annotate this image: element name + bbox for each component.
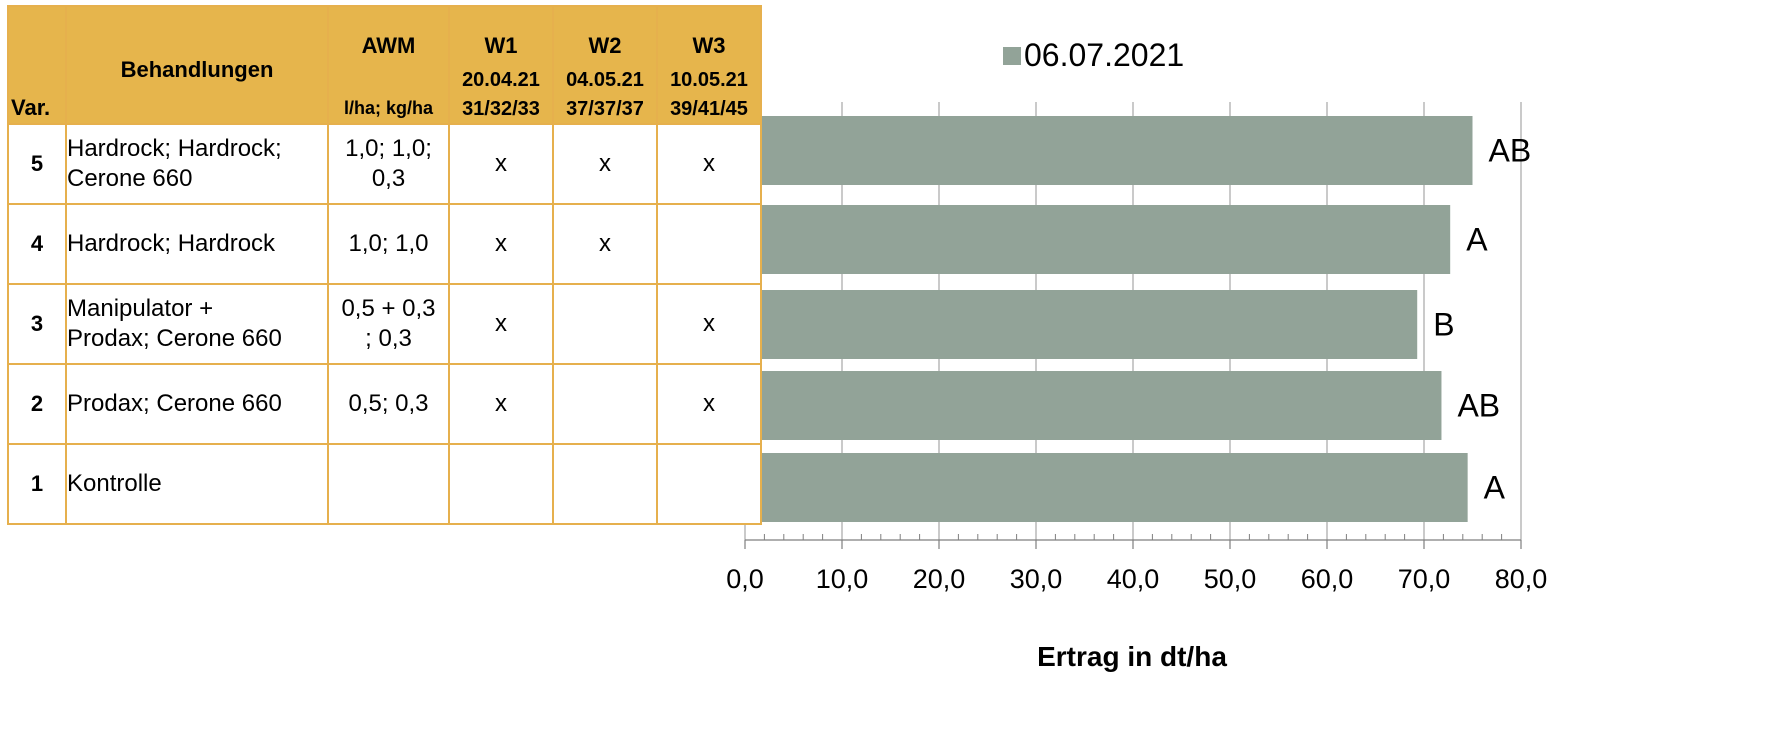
- table-row: 5 Hardrock; Hardrock; Cerone 660 1,0; 1,…: [7, 123, 762, 205]
- bar: [745, 290, 1418, 359]
- significance-label: B: [1433, 307, 1454, 343]
- significance-label: AB: [1457, 388, 1500, 424]
- treatment-line-1: Hardrock; Hardrock;: [67, 135, 282, 162]
- x-tick-label: 80,0: [1495, 564, 1548, 594]
- header-var: Var.: [7, 5, 67, 125]
- header-awm: AWM l/ha; kg/ha: [327, 5, 450, 125]
- significance-label: A: [1484, 470, 1506, 506]
- awm-cell: 1,0; 1,0; 0,3: [327, 123, 450, 205]
- awm-header-label: AWM: [361, 33, 416, 58]
- var-cell: 4: [7, 203, 67, 285]
- table-row: 1 Kontrolle: [7, 443, 762, 525]
- table-row: 4 Hardrock; Hardrock 1,0; 1,0 x x: [7, 203, 762, 285]
- w2-header-label: W2: [588, 33, 622, 58]
- treatment-line-1: Manipulator +: [67, 295, 214, 322]
- treatment-cell: Kontrolle: [65, 443, 329, 525]
- legend: 06.07.2021: [1003, 37, 1184, 73]
- treatment-cell: Manipulator + Prodax; Cerone 660: [65, 283, 329, 365]
- w2-cell: x: [552, 123, 658, 205]
- bar: [745, 371, 1442, 440]
- w1-cell: [448, 443, 554, 525]
- treatments-header-label: Behandlungen: [120, 57, 274, 82]
- awm-line-1: 0,5 + 0,3: [341, 295, 436, 322]
- w3-cell: x: [656, 363, 762, 445]
- treatment-line-2: Cerone 660: [67, 165, 193, 192]
- awm-line-1: 1,0; 1,0;: [345, 135, 432, 162]
- w3-cell: [656, 203, 762, 285]
- w3-stage: 39/41/45: [670, 98, 748, 120]
- var-cell: 2: [7, 363, 67, 445]
- w1-header-label: W1: [484, 33, 518, 58]
- treatment-line-1: Prodax; Cerone 660: [67, 390, 282, 417]
- w1-cell: x: [448, 123, 554, 205]
- awm-line-1: 1,0; 1,0: [348, 230, 429, 257]
- x-tick-label: 70,0: [1398, 564, 1451, 594]
- bar: [745, 453, 1468, 522]
- w2-cell: [552, 363, 658, 445]
- table-row: 2 Prodax; Cerone 660 0,5; 0,3 x x: [7, 363, 762, 445]
- awm-cell: 0,5; 0,3: [327, 363, 450, 445]
- x-tick-label: 10,0: [816, 564, 869, 594]
- x-tick-label: 30,0: [1010, 564, 1063, 594]
- w3-cell: x: [656, 283, 762, 365]
- var-cell: 1: [7, 443, 67, 525]
- w1-cell: x: [448, 363, 554, 445]
- treatment-table: Var. Behandlungen AWM l/ha; kg/ha W1 20.…: [7, 5, 762, 525]
- w3-date: 10.05.21: [670, 69, 748, 91]
- x-tick-label: 0,0: [726, 564, 764, 594]
- treatment-cell: Prodax; Cerone 660: [65, 363, 329, 445]
- var-cell: 5: [7, 123, 67, 205]
- header-treatments: Behandlungen: [65, 5, 329, 125]
- bar: [745, 116, 1473, 185]
- w2-date: 04.05.21: [566, 69, 644, 91]
- awm-cell: 0,5 + 0,3 ; 0,3: [327, 283, 450, 365]
- var-header-label: Var.: [11, 95, 51, 120]
- w1-stage: 31/32/33: [462, 98, 540, 120]
- bar: [745, 205, 1451, 274]
- w2-cell: x: [552, 203, 658, 285]
- header-w2: W2 04.05.21 37/37/37: [552, 5, 658, 125]
- w1-date: 20.04.21: [462, 69, 540, 91]
- x-axis-title: Ertrag in dt/ha: [1037, 641, 1227, 672]
- treatment-line-1: Kontrolle: [67, 470, 162, 497]
- treatment-line-1: Hardrock; Hardrock: [67, 230, 276, 257]
- w1-cell: x: [448, 203, 554, 285]
- treatment-cell: Hardrock; Hardrock: [65, 203, 329, 285]
- awm-line-1: 0,5; 0,3: [348, 390, 429, 417]
- significance-label: A: [1466, 222, 1488, 258]
- header-w3: W3 10.05.21 39/41/45: [656, 5, 762, 125]
- awm-line-2: 0,3: [371, 165, 406, 192]
- w3-cell: x: [656, 123, 762, 205]
- w2-cell: [552, 443, 658, 525]
- w3-cell: [656, 443, 762, 525]
- x-tick-label: 50,0: [1204, 564, 1257, 594]
- table-row: 3 Manipulator + Prodax; Cerone 660 0,5 +…: [7, 283, 762, 365]
- x-tick-label: 60,0: [1301, 564, 1354, 594]
- awm-cell: [327, 443, 450, 525]
- header-w1: W1 20.04.21 31/32/33: [448, 5, 554, 125]
- var-cell: 3: [7, 283, 67, 365]
- w2-stage: 37/37/37: [566, 98, 644, 120]
- treatment-line-2: Prodax; Cerone 660: [67, 325, 282, 352]
- x-tick-label: 40,0: [1107, 564, 1160, 594]
- x-axis: 0,0 10,0 20,0 30,0 40,0 50,0 60,0 70,0 80,0: [726, 534, 1547, 594]
- significance-label: AB: [1489, 133, 1532, 169]
- w3-header-label: W3: [692, 33, 726, 58]
- awm-unit-label: l/ha; kg/ha: [343, 98, 433, 118]
- w1-cell: x: [448, 283, 554, 365]
- awm-line-2: ; 0,3: [365, 325, 412, 352]
- legend-label: 06.07.2021: [1024, 37, 1184, 73]
- awm-cell: 1,0; 1,0: [327, 203, 450, 285]
- x-tick-label: 20,0: [913, 564, 966, 594]
- legend-swatch: [1003, 47, 1021, 65]
- treatment-cell: Hardrock; Hardrock; Cerone 660: [65, 123, 329, 205]
- w2-cell: [552, 283, 658, 365]
